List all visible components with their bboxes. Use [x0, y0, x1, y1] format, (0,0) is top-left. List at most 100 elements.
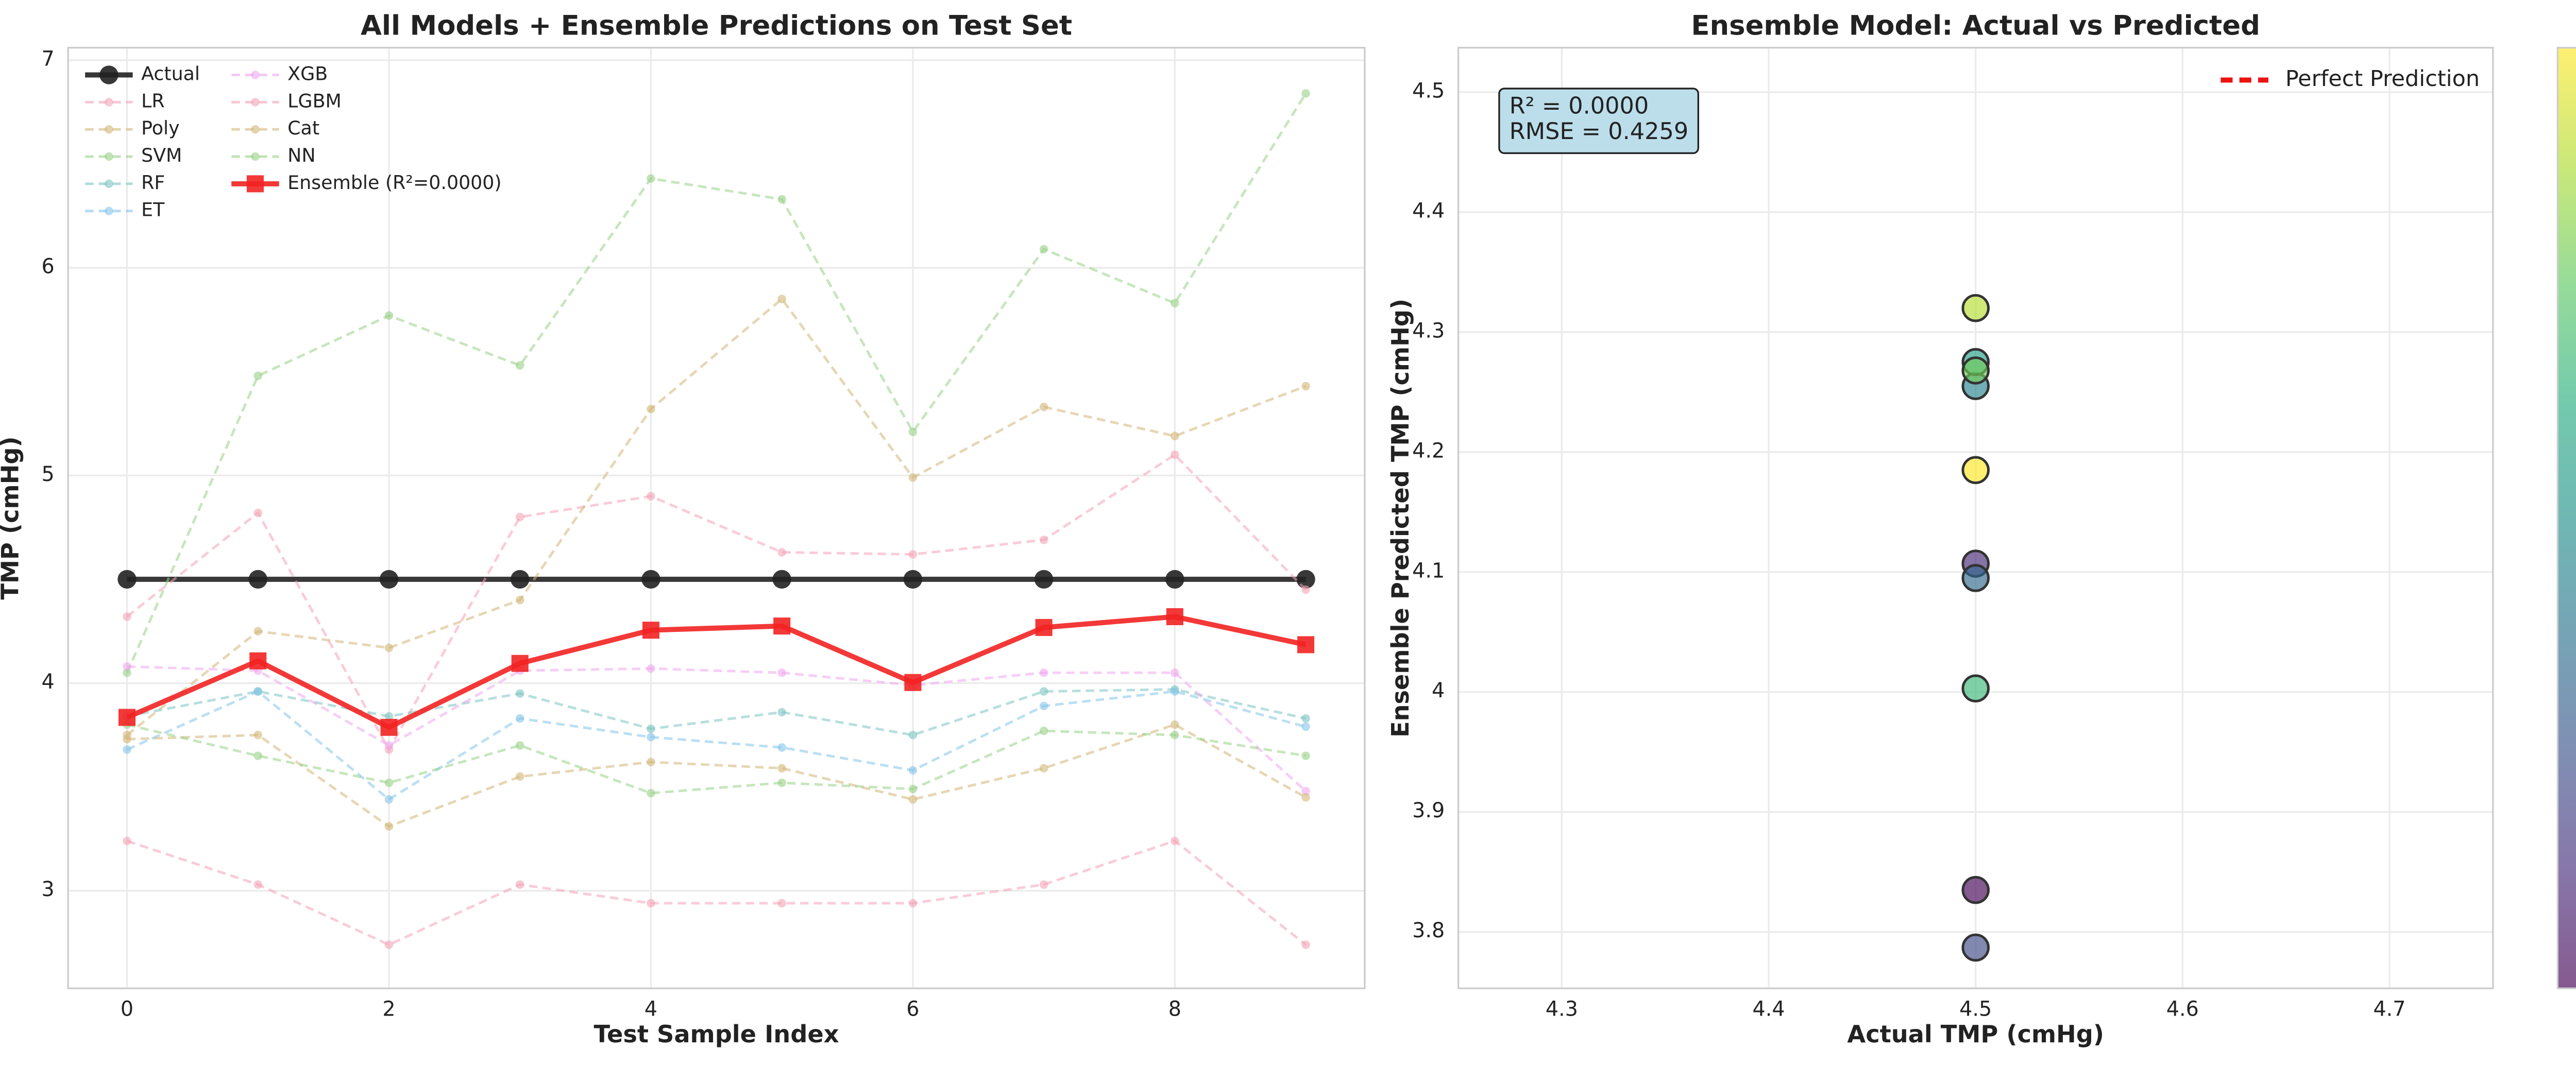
- data-point: [253, 880, 263, 889]
- data-point: [123, 735, 131, 744]
- data-point: [647, 492, 655, 501]
- data-point: [908, 784, 918, 794]
- data-point: [380, 718, 398, 736]
- x-tick-label: 2: [382, 998, 395, 1021]
- data-point: [1171, 720, 1179, 729]
- data-point: [908, 795, 918, 804]
- data-point: [777, 195, 786, 204]
- data-point: [1035, 619, 1053, 636]
- data-point: [777, 668, 786, 677]
- data-point: [253, 508, 263, 518]
- x-tick-label: 4.5: [1959, 998, 1992, 1021]
- data-point: [515, 741, 524, 750]
- legend-label: SVM: [141, 144, 182, 166]
- data-point: [384, 778, 394, 787]
- data-point: [1301, 714, 1310, 723]
- plot-area: [68, 47, 1365, 989]
- series-line: [126, 297, 1307, 736]
- legend-label: Actual: [141, 63, 200, 85]
- data-point: [1301, 585, 1310, 594]
- y-tick-label: 4: [41, 670, 54, 694]
- data-point: [515, 361, 524, 370]
- plot-border: [1457, 47, 2494, 989]
- data-point: [1961, 933, 1990, 962]
- data-point: [253, 687, 263, 696]
- y-tick-label: 3: [41, 878, 54, 901]
- data-point: [777, 899, 786, 908]
- data-point: [1301, 382, 1310, 391]
- data-point: [379, 570, 399, 589]
- data-point: [1039, 687, 1048, 696]
- legend-label: Ensemble (R²=0.0000): [287, 171, 501, 194]
- data-point: [1171, 836, 1179, 846]
- data-point: [1301, 793, 1310, 802]
- data-point: [1171, 668, 1179, 677]
- data-point: [1171, 450, 1179, 459]
- data-point: [384, 311, 394, 320]
- series-line: [126, 839, 1307, 947]
- legend-label: Poly: [141, 117, 179, 139]
- data-point: [1961, 564, 1990, 592]
- legend-label: NN: [287, 144, 315, 166]
- series-line: [126, 723, 1306, 795]
- legend-marker: [99, 65, 118, 84]
- data-point: [1166, 608, 1183, 625]
- data-point: [647, 899, 655, 908]
- data-point: [117, 570, 137, 589]
- x-tick-label: 4.4: [1753, 998, 1785, 1021]
- data-point: [1039, 880, 1048, 889]
- legend-label: XGB: [287, 63, 328, 85]
- data-point: [384, 741, 394, 750]
- data-point: [647, 788, 655, 798]
- series-line: [126, 690, 1307, 801]
- y-axis-label: TMP (cmHg): [0, 436, 24, 599]
- data-point: [772, 570, 791, 589]
- data-point: [903, 570, 923, 589]
- data-point: [647, 724, 655, 733]
- series-line: [126, 453, 1307, 752]
- data-point: [123, 662, 131, 671]
- y-tick-label: 4.4: [1412, 199, 1445, 222]
- x-tick-label: 4.6: [2166, 998, 2199, 1021]
- legend-marker: [105, 207, 113, 216]
- data-point: [1961, 356, 1990, 385]
- x-axis-label: Test Sample Index: [594, 1020, 839, 1048]
- data-point: [515, 595, 524, 605]
- x-axis-label: Actual TMP (cmHg): [1847, 1020, 2104, 1048]
- y-tick-label: 5: [41, 462, 54, 486]
- legend-marker: [251, 98, 260, 107]
- data-point: [123, 836, 131, 846]
- legend-marker: [246, 175, 264, 193]
- data-point: [1039, 402, 1048, 411]
- data-point: [1297, 636, 1315, 654]
- legend-label: LGBM: [287, 90, 342, 112]
- data-point: [777, 778, 786, 787]
- data-point: [647, 758, 655, 766]
- series-line: [127, 665, 1307, 792]
- data-point: [1301, 722, 1310, 731]
- data-point: [1039, 701, 1048, 711]
- data-point: [777, 708, 786, 717]
- y-tick-label: 7: [41, 47, 54, 71]
- data-point: [777, 743, 786, 752]
- data-point: [1039, 245, 1048, 254]
- data-point: [647, 664, 655, 673]
- legend-marker: [251, 152, 260, 161]
- data-point: [384, 940, 394, 949]
- y-tick-label: 4.3: [1412, 319, 1445, 342]
- y-tick-label: 6: [41, 255, 54, 279]
- legend-marker: [105, 125, 113, 134]
- legend-marker: [105, 179, 113, 188]
- data-point: [253, 371, 263, 380]
- legend-label: Perfect Prediction: [2285, 66, 2480, 92]
- x-tick-label: 4.7: [2373, 998, 2405, 1021]
- data-point: [511, 655, 529, 672]
- colorbar: [2556, 47, 2576, 989]
- data-point: [777, 764, 786, 773]
- data-point: [1039, 536, 1048, 544]
- data-point: [1171, 299, 1179, 307]
- data-point: [1961, 674, 1990, 702]
- series-line: [127, 688, 1307, 736]
- series-group: [117, 89, 1315, 949]
